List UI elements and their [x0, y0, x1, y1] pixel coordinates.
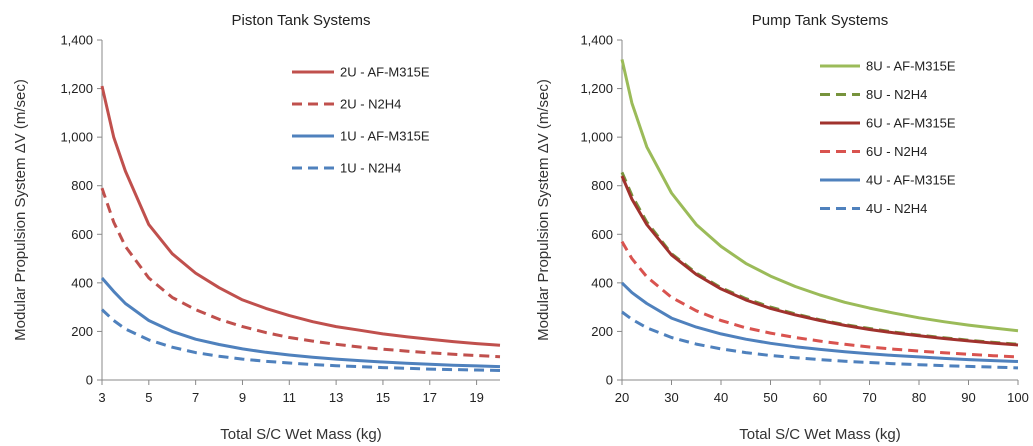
x-tick-label: 13	[329, 390, 343, 405]
x-tick-label: 100	[1007, 390, 1029, 405]
x-tick-label: 17	[423, 390, 437, 405]
y-tick-label: 600	[71, 227, 93, 242]
y-tick-label: 1,200	[580, 81, 613, 96]
series-line-1	[620, 59, 1019, 333]
legend-label: 4U - N2H4	[866, 201, 927, 216]
series-line-6	[621, 310, 1019, 370]
y-tick-label: 1,200	[60, 81, 93, 96]
y-tick-label: 400	[591, 275, 613, 290]
series-line-4	[620, 240, 1019, 359]
legend-label: 8U - AF-M315E	[866, 59, 956, 74]
chart-title: Pump Tank Systems	[752, 12, 888, 29]
y-tick-label: 400	[71, 275, 93, 290]
x-tick-label: 80	[912, 390, 926, 405]
series-line-1	[100, 85, 501, 347]
x-tick-label: 19	[469, 390, 483, 405]
x-tick-label: 30	[664, 390, 678, 405]
legend-label: 6U - N2H4	[866, 144, 927, 159]
chart-panel-2: Pump Tank Systems 0 200 400 600 800 1,000 1,200…	[535, 12, 1029, 443]
series-line-5	[620, 281, 1019, 363]
legend-label: 1U - AF-M315E	[340, 129, 430, 144]
x-tick-label: 40	[714, 390, 728, 405]
x-tick-label: 9	[239, 390, 246, 405]
chart-panel-1: Piston Tank Systems 0 200 400 600 800 1,000 1,2…	[12, 12, 501, 443]
y-axis-title: Modular Propulsion System ΔV (m/sec)	[12, 79, 29, 341]
series-line-4	[100, 308, 501, 372]
x-tick-label: 5	[145, 390, 152, 405]
x-tick-label: 90	[961, 390, 975, 405]
y-axis-title: Modular Propulsion System ΔV (m/sec)	[535, 79, 552, 341]
y-tick-label: 0	[606, 373, 613, 388]
legend-label: 4U - AF-M315E	[866, 173, 956, 188]
x-axis-title: Total S/C Wet Mass (kg)	[220, 426, 381, 443]
y-tick-label: 1,400	[580, 33, 613, 48]
legend-label: 2U - AF-M315E	[340, 65, 430, 80]
y-tick-label: 1,000	[60, 130, 93, 145]
legend-label: 1U - N2H4	[340, 161, 401, 176]
series-line-2	[620, 171, 1019, 346]
y-tick-label: 800	[71, 178, 93, 193]
y-tick-label: 200	[71, 324, 93, 339]
x-tick-label: 11	[283, 390, 297, 405]
x-tick-label: 50	[763, 390, 777, 405]
series-line-3	[620, 175, 1019, 347]
legend-label: 6U - AF-M315E	[866, 116, 956, 131]
legend: 8U - AF-M315E 8U - N2H4 6U - AF-M315E 6U - …	[820, 59, 956, 216]
y-tick-label: 1,000	[580, 130, 613, 145]
x-tick-label: 60	[813, 390, 827, 405]
series-line-2	[100, 187, 501, 359]
x-axis-title: Total S/C Wet Mass (kg)	[739, 426, 900, 443]
y-tick-label: 200	[591, 324, 613, 339]
x-tick-label: 3	[98, 390, 105, 405]
series-line-3	[100, 277, 501, 369]
legend-label: 2U - N2H4	[340, 97, 401, 112]
y-tick-label: 800	[591, 178, 613, 193]
legend-label: 8U - N2H4	[866, 87, 927, 102]
x-tick-label: 70	[862, 390, 876, 405]
x-tick-label: 7	[192, 390, 199, 405]
chart-title: Piston Tank Systems	[232, 12, 371, 29]
x-tick-label: 15	[376, 390, 390, 405]
y-tick-label: 600	[591, 227, 613, 242]
x-tick-label: 20	[615, 390, 629, 405]
legend: 2U - AF-M315E 2U - N2H4 1U - AF-M315E 1U - …	[292, 65, 430, 176]
y-tick-label: 1,400	[60, 33, 93, 48]
y-tick-label: 0	[86, 373, 93, 388]
